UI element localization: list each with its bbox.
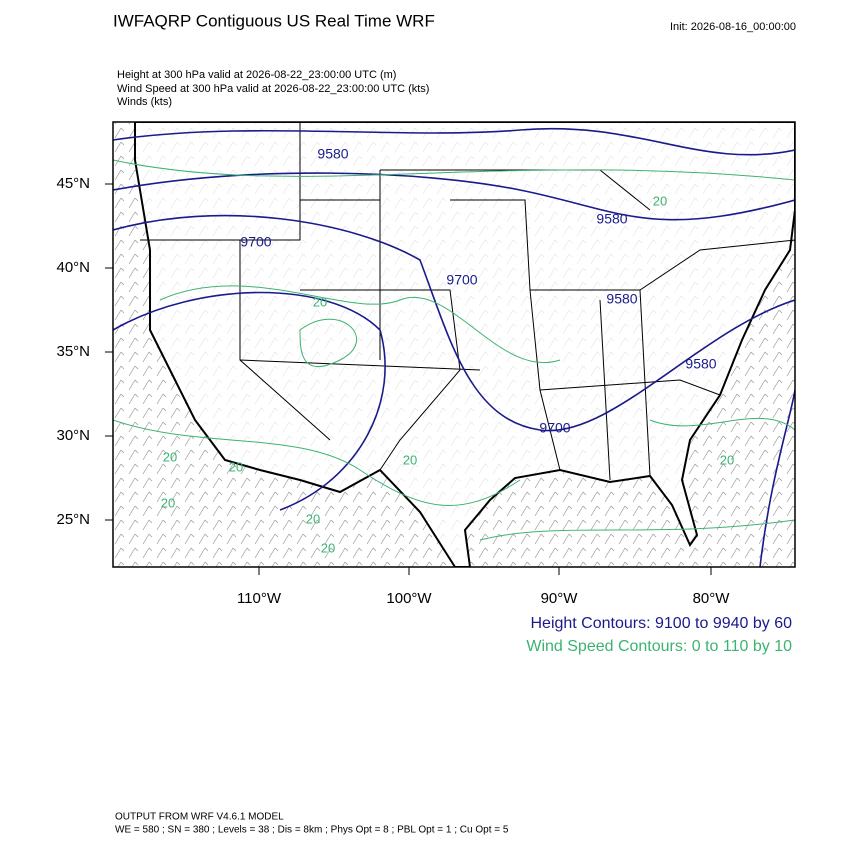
wind-contour-label: 20 (306, 511, 320, 526)
state-borders (140, 122, 795, 481)
height-contour-label: 9580 (685, 356, 716, 372)
lat-label: 30°N (56, 427, 90, 444)
lat-label: 25°N (56, 511, 90, 528)
title: IWFAQRP Contiguous US Real Time WRF (113, 11, 435, 30)
height-contour-label: 9700 (240, 234, 271, 250)
height-legend: Height Contours: 9100 to 9940 by 60 (530, 615, 792, 632)
lon-label: 80°W (693, 590, 731, 607)
wind-contour-label: 20 (321, 540, 335, 555)
height-contour-label: 9580 (317, 146, 348, 162)
lon-label: 100°W (386, 590, 432, 607)
lat-label: 45°N (56, 175, 90, 192)
lat-label: 40°N (56, 259, 90, 276)
wind-contour-label: 20 (313, 294, 327, 309)
lon-label: 90°W (541, 590, 579, 607)
init-time: Init: 2026-08-16_00:00:00 (670, 21, 796, 33)
map-area (113, 122, 795, 567)
wind-legend: Wind Speed Contours: 0 to 110 by 10 (526, 638, 792, 655)
wind-speed-contours (113, 159, 795, 541)
field-label: Winds (kts) (117, 96, 172, 108)
lon-label: 110°W (237, 590, 282, 607)
map-frame (112, 121, 796, 568)
field-label: Wind Speed at 300 hPa valid at 2026-08-2… (117, 83, 429, 95)
height-contour-label: 9700 (446, 272, 477, 288)
footer-model: OUTPUT FROM WRF V4.6.1 MODEL (115, 812, 284, 823)
field-label: Height at 300 hPa valid at 2026-08-22_23… (117, 69, 396, 81)
wind-contour-label: 20 (720, 452, 734, 467)
wind-contour-label: 20 (163, 449, 177, 464)
wind-contour-label: 20 (229, 459, 243, 474)
wind-contour-label: 20 (161, 495, 175, 510)
wind-contour-label: 20 (403, 452, 417, 467)
height-contour-label: 9700 (539, 420, 570, 436)
height-contour-label: 9580 (596, 211, 627, 227)
lat-label: 35°N (56, 343, 90, 360)
wind-contour-label: 20 (653, 193, 667, 208)
tick-marks (105, 183, 712, 575)
height-contours (113, 127, 795, 567)
footer-settings: WE = 580 ; SN = 380 ; Levels = 38 ; Dis … (115, 825, 509, 836)
height-contour-label: 9580 (606, 291, 637, 307)
